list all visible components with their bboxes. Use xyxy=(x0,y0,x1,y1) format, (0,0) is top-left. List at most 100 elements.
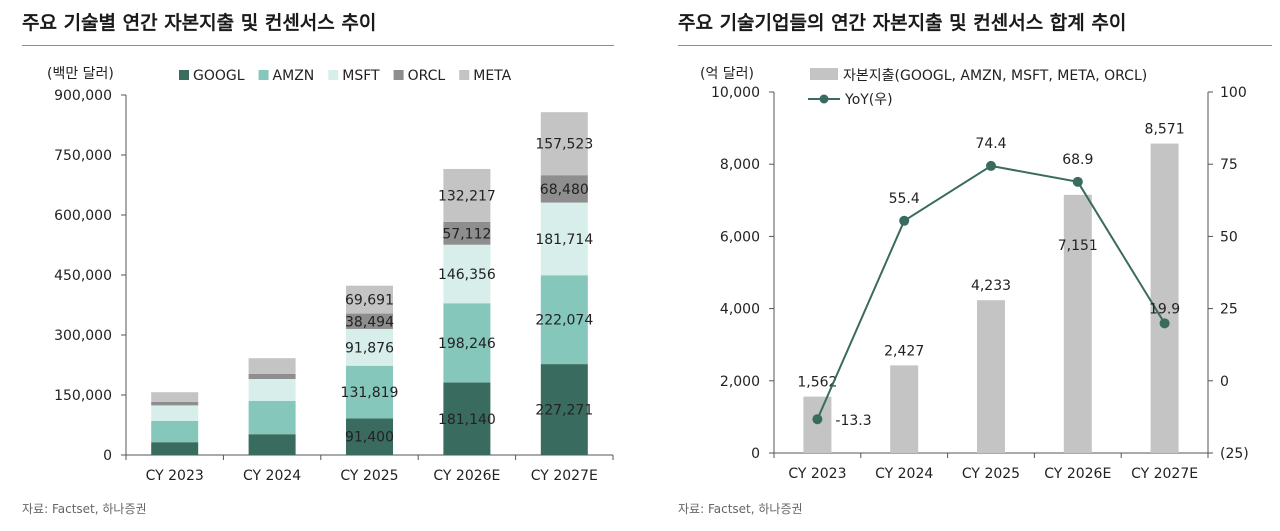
bar-segment-orcl xyxy=(346,313,393,329)
right-combo-chart: (억 달러) 자본지출(GOOGL, AMZN, MSFT, META, ORCL… xyxy=(700,66,1249,482)
bar-data-label-amzn: 198,246 xyxy=(438,336,496,352)
bar-segment-googl xyxy=(151,442,199,455)
legend-label-capex: 자본지출(GOOGL, AMZN, MSFT, META, ORCL) xyxy=(843,68,1147,84)
capex-bar-data-label: 8,571 xyxy=(1145,122,1185,138)
legend-swatch-yoy-marker xyxy=(819,94,829,104)
bar-segment-amzn xyxy=(151,421,199,443)
bar-data-label-amzn: 131,819 xyxy=(341,385,399,401)
bar-segment-amzn xyxy=(346,365,393,419)
right-right-y-tick-label: (25) xyxy=(1220,446,1249,462)
yoy-data-label: 68.9 xyxy=(1062,152,1093,168)
bar-data-label-googl: 227,271 xyxy=(535,403,593,419)
right-title-divider xyxy=(678,45,1272,46)
right-left-y-tick-label: 6,000 xyxy=(720,229,760,245)
legend-swatch-amzn xyxy=(258,70,269,80)
yoy-data-label: 55.4 xyxy=(889,191,920,207)
bar-data-label-orcl: 68,480 xyxy=(540,182,589,198)
bar-segment-msft xyxy=(151,405,199,421)
yoy-data-label: 19.9 xyxy=(1149,301,1180,317)
bar-segment-orcl xyxy=(443,221,491,245)
yoy-marker xyxy=(1072,176,1083,187)
legend-swatch-googl xyxy=(179,70,189,80)
left-x-tick-label: CY 2026E xyxy=(433,468,500,484)
legend-label-orcl: ORCL xyxy=(408,68,446,84)
bar-segment-googl xyxy=(248,434,296,455)
bar-data-label-msft: 91,876 xyxy=(345,340,394,356)
legend-swatch-orcl xyxy=(393,70,404,80)
bar-segment-msft xyxy=(443,244,491,304)
left-y-tick-label: 300,000 xyxy=(54,328,112,344)
right-left-y-tick-label: 0 xyxy=(751,446,760,462)
left-x-tick-label: CY 2023 xyxy=(146,468,204,484)
left-chart-source: 자료: Factset, 하나증권 xyxy=(22,502,147,516)
left-title-divider xyxy=(22,45,614,46)
bar-data-label-msft: 146,356 xyxy=(438,267,496,283)
capex-bar xyxy=(977,300,1005,453)
bar-segment-amzn xyxy=(443,303,491,383)
bar-segment-orcl xyxy=(540,175,588,203)
left-x-tick-label: CY 2024 xyxy=(243,468,301,484)
left-stacked-bar-chart: (백만 달러) GOOGL AMZN MSFT ORCL META 0 150,000 300,… xyxy=(47,66,614,484)
bar-segment-meta xyxy=(346,285,393,314)
bar-segment-msft xyxy=(346,328,393,366)
capex-bar xyxy=(1063,194,1092,453)
right-left-y-tick-label: 10,000 xyxy=(711,85,760,101)
capex-bar-data-label: 1,562 xyxy=(797,375,837,391)
bar-segment-msft xyxy=(540,202,588,276)
legend-label-yoy: YoY(우) xyxy=(844,92,893,108)
bar-segment-orcl xyxy=(151,401,199,406)
yoy-marker xyxy=(899,215,910,226)
bar-segment-orcl xyxy=(248,373,296,379)
bar-segment-msft xyxy=(248,379,296,401)
left-y-tick-label: 600,000 xyxy=(54,208,112,224)
capex-bar-data-label: 7,151 xyxy=(1058,238,1098,254)
bar-data-label-meta: 69,691 xyxy=(345,293,394,309)
legend-label-meta: META xyxy=(473,68,511,84)
left-x-tick-label: CY 2025 xyxy=(340,468,398,484)
legend-swatch-meta xyxy=(459,70,470,80)
bar-segment-googl xyxy=(443,382,491,455)
left-y-tick-label: 150,000 xyxy=(54,388,112,404)
left-y-unit-label: (백만 달러) xyxy=(47,66,114,82)
yoy-marker xyxy=(1159,318,1170,329)
left-chart-title: 주요 기술별 연간 자본지출 및 컨센서스 추이 xyxy=(22,12,377,34)
bar-data-label-meta: 157,523 xyxy=(535,137,593,153)
legend-label-googl: GOOGL xyxy=(193,68,245,84)
right-chart-panel: 주요 기술기업들의 연간 자본지출 및 컨센서스 합계 추이 (억 달러) 자본지… xyxy=(640,0,1280,531)
capex-bar xyxy=(890,365,919,453)
right-x-tick-label: CY 2023 xyxy=(788,466,846,482)
capex-bar xyxy=(803,396,832,453)
legend-swatch-capex xyxy=(810,68,838,80)
bar-segment-googl xyxy=(540,364,588,455)
right-x-tick-label: CY 2026E xyxy=(1044,466,1111,482)
right-x-tick-label: CY 2024 xyxy=(875,466,933,482)
bar-data-label-msft: 181,714 xyxy=(535,232,593,248)
capex-bar-data-label: 2,427 xyxy=(884,343,924,359)
right-right-y-tick-label: 100 xyxy=(1220,85,1247,101)
bar-data-label-googl: 181,140 xyxy=(438,412,496,428)
bar-data-label-amzn: 222,074 xyxy=(535,313,593,329)
left-x-tick-label: CY 2027E xyxy=(531,468,598,484)
capex-bar-data-label: 4,233 xyxy=(971,278,1011,294)
bar-data-label-googl: 91,400 xyxy=(345,430,394,446)
bar-segment-meta xyxy=(151,392,199,402)
bar-segment-googl xyxy=(346,418,393,455)
left-y-tick-label: 450,000 xyxy=(54,268,112,284)
left-chart-panel: 주요 기술별 연간 자본지출 및 컨센서스 추이 (백만 달러) GOOGL AMZ… xyxy=(22,12,614,516)
legend-label-msft: MSFT xyxy=(342,68,380,84)
yoy-data-label: 74.4 xyxy=(975,136,1006,152)
bar-data-label-orcl: 38,494 xyxy=(345,314,394,330)
right-chart-source: 자료: Factset, 하나증권 xyxy=(678,502,803,516)
right-right-y-tick-label: 50 xyxy=(1220,229,1238,245)
bar-segment-meta xyxy=(248,358,296,374)
right-left-y-tick-label: 2,000 xyxy=(720,374,760,390)
right-right-y-tick-label: 75 xyxy=(1220,157,1238,173)
right-y-unit-label: (억 달러) xyxy=(700,66,754,82)
bar-segment-amzn xyxy=(248,401,296,435)
left-y-tick-label: 900,000 xyxy=(54,88,112,104)
left-y-tick-label: 750,000 xyxy=(54,148,112,164)
right-x-tick-label: CY 2025 xyxy=(962,466,1020,482)
yoy-marker xyxy=(986,160,996,171)
bar-data-label-meta: 132,217 xyxy=(438,188,496,204)
left-y-tick-label: 0 xyxy=(103,448,112,464)
